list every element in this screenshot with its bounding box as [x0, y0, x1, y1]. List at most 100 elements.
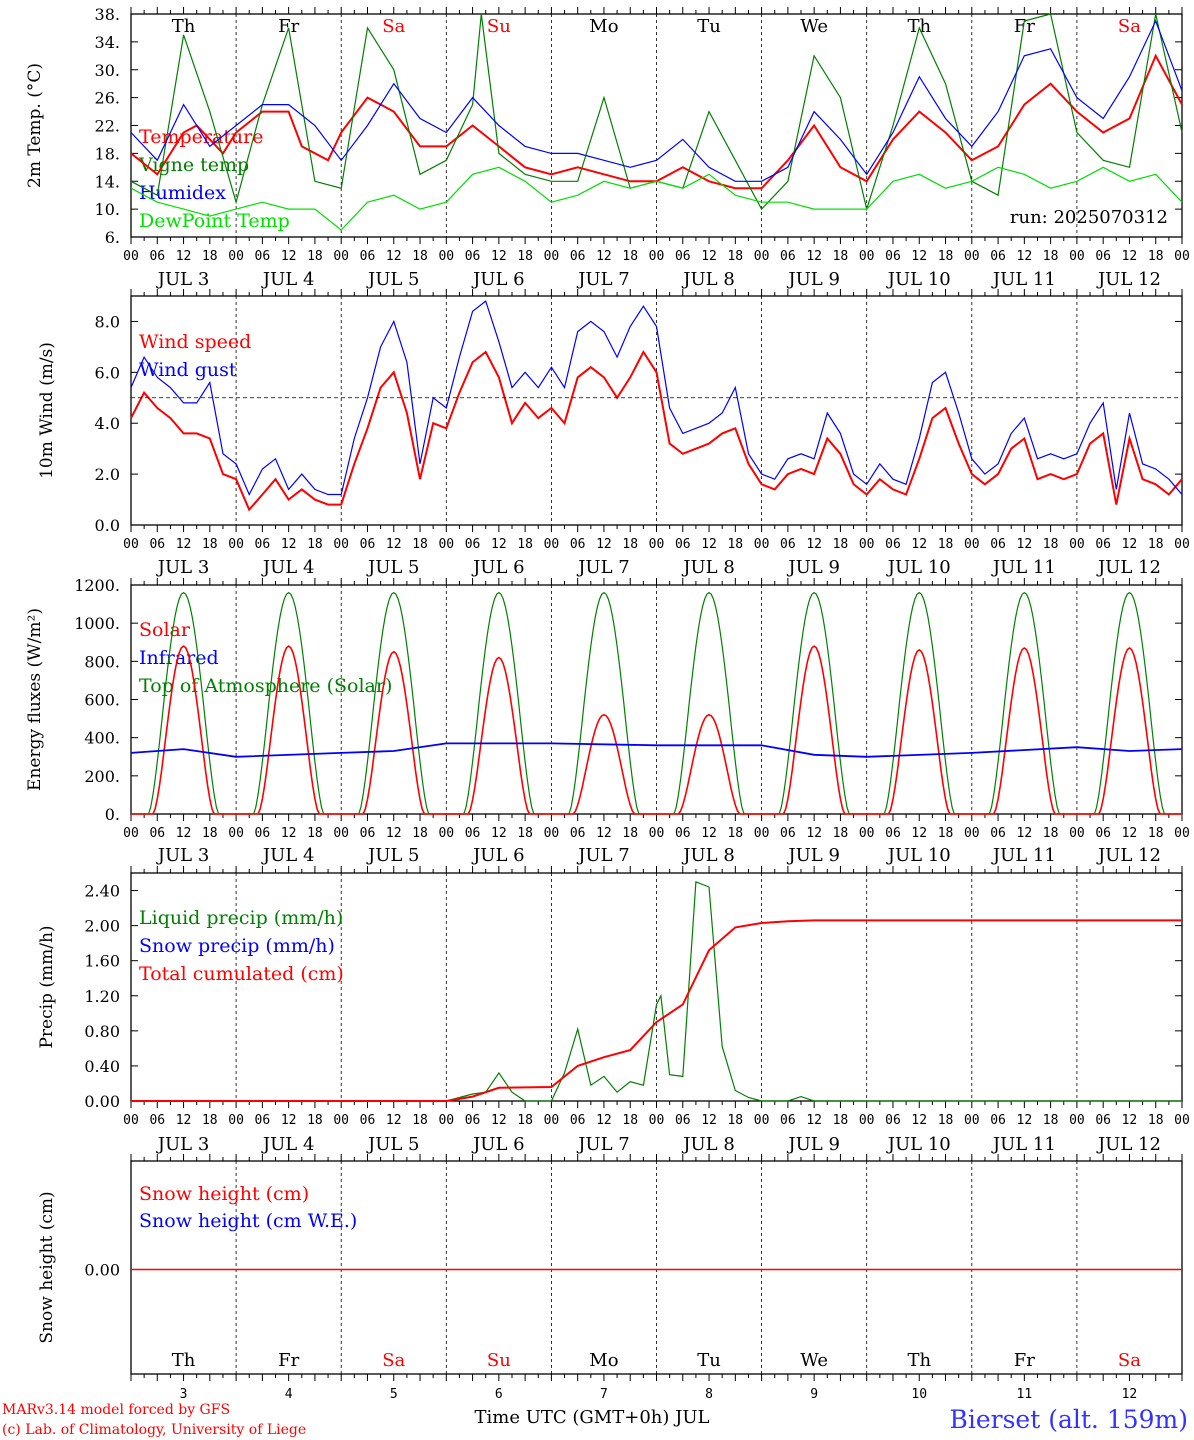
hour-tick-label: 12	[701, 826, 717, 841]
hour-tick-label: 18	[938, 537, 954, 552]
day-name-label: Mo	[589, 1350, 618, 1371]
hour-tick-label: 18	[517, 249, 533, 264]
legend-entry: Snow height (cm W.E.)	[139, 1210, 357, 1232]
hour-tick-label: 00	[859, 537, 875, 552]
hour-tick-label: 18	[727, 249, 743, 264]
date-label: JUL 8	[681, 557, 735, 578]
date-label: JUL 3	[156, 845, 210, 866]
day-name-label: Tu	[697, 16, 721, 37]
hour-tick-label: 06	[465, 826, 481, 841]
hour-tick-label: 12	[491, 537, 507, 552]
hour-tick-label: 12	[386, 826, 402, 841]
date-label: JUL 4	[261, 1134, 315, 1155]
date-label: JUL 11	[991, 1134, 1056, 1155]
hour-tick-label: 00	[228, 249, 244, 264]
y-tick-label: 6.	[105, 228, 120, 247]
hour-tick-label: 06	[1095, 1113, 1111, 1128]
hour-tick-label: 12	[596, 826, 612, 841]
day-name-label: Fr	[1014, 16, 1035, 37]
hour-tick-label: 18	[1043, 249, 1059, 264]
legend-entry: Snow height (cm)	[139, 1183, 309, 1205]
hour-tick-label: 18	[833, 826, 849, 841]
day-name-label: Sa	[382, 1350, 405, 1371]
hour-tick-label: 00	[754, 537, 770, 552]
hour-tick-label: 12	[386, 1113, 402, 1128]
hour-tick-label: 12	[176, 537, 192, 552]
hour-tick-label: 18	[622, 249, 638, 264]
series-wind-gust	[130, 300, 1183, 496]
hour-tick-label: 06	[675, 826, 691, 841]
legend-entry: Wind speed	[139, 331, 251, 353]
hour-tick-label: 18	[517, 826, 533, 841]
hour-tick-label: 18	[938, 826, 954, 841]
hour-tick-label: 12	[911, 826, 927, 841]
y-tick-label: 38.	[95, 5, 120, 24]
model-credit: MARv3.14 model forced by GFS	[2, 1402, 230, 1418]
day-number-label: 9	[810, 1387, 818, 1402]
date-label: JUL 6	[471, 557, 525, 578]
day-number-label: 4	[285, 1387, 293, 1402]
date-label: JUL 4	[261, 845, 315, 866]
hour-tick-label: 00	[333, 537, 349, 552]
hour-tick-label: 06	[360, 537, 376, 552]
hour-tick-label: 00	[544, 1113, 560, 1128]
date-label: JUL 3	[156, 269, 210, 290]
y-tick-label: 2.40	[84, 882, 120, 901]
date-label: JUL 5	[366, 269, 420, 290]
hour-tick-label: 18	[517, 537, 533, 552]
panel-energy: 0. 200. 400. 600. 800. 1000. 1200. Energy fluxe…	[25, 576, 1190, 866]
date-label: JUL 8	[681, 1134, 735, 1155]
hour-tick-label: 12	[176, 249, 192, 264]
date-label: JUL 9	[786, 557, 840, 578]
panels: 6.10.14.18.22.26.30.34.38.2m Temp. (°C)0…	[25, 5, 1190, 1402]
hour-tick-label: 12	[1122, 826, 1138, 841]
hour-tick-label: 00	[1174, 826, 1190, 841]
day-name-label: We	[800, 1350, 828, 1371]
hour-tick-label: 00	[649, 826, 665, 841]
date-label: JUL 12	[1096, 269, 1161, 290]
series-infrared	[130, 742, 1183, 758]
y-axis-label: Energy fluxes (W/m²)	[25, 608, 45, 791]
date-label: JUL 10	[886, 845, 951, 866]
date-label: JUL 9	[786, 269, 840, 290]
hour-tick-label: 18	[1148, 249, 1164, 264]
hour-tick-label: 18	[938, 1113, 954, 1128]
hour-tick-label: 06	[360, 1113, 376, 1128]
date-label: JUL 6	[471, 1134, 525, 1155]
y-axis-label: Precip (mm/h)	[37, 925, 57, 1048]
hour-tick-label: 00	[1174, 537, 1190, 552]
plot-frame	[130, 13, 1183, 238]
series-total-cumulated-cm-	[131, 919, 1182, 1102]
hour-tick-label: 06	[885, 826, 901, 841]
date-label: JUL 9	[786, 845, 840, 866]
legend-entry: DewPoint Temp	[139, 210, 290, 232]
hour-tick-label: 12	[1122, 537, 1138, 552]
hour-tick-label: 00	[544, 249, 560, 264]
hour-tick-label: 00	[859, 249, 875, 264]
hour-tick-label: 00	[964, 826, 980, 841]
hour-tick-label: 06	[780, 249, 796, 264]
day-name-label: Th	[172, 16, 196, 37]
hour-tick-label: 00	[649, 537, 665, 552]
hour-tick-label: 12	[491, 1113, 507, 1128]
hour-tick-label: 06	[885, 537, 901, 552]
y-tick-label: 1.20	[84, 987, 120, 1006]
date-label: JUL 5	[366, 557, 420, 578]
legend-entry: Top of Atmosphere (Solar)	[139, 675, 392, 697]
series-temperature	[130, 53, 1183, 190]
y-tick-label: 30.	[95, 61, 120, 80]
hour-tick-label: 18	[622, 826, 638, 841]
legend-entry: Wind gust	[139, 359, 237, 381]
hour-tick-label: 18	[938, 249, 954, 264]
date-label: JUL 12	[1096, 845, 1161, 866]
day-name-label: Th	[907, 16, 931, 37]
hour-tick-label: 00	[228, 537, 244, 552]
hour-tick-label: 18	[833, 249, 849, 264]
hour-tick-label: 00	[544, 537, 560, 552]
hour-tick-label: 06	[255, 826, 271, 841]
day-name-label: Mo	[589, 16, 618, 37]
y-tick-label: 2.0	[95, 465, 120, 484]
hour-tick-label: 12	[701, 1113, 717, 1128]
hour-tick-label: 12	[1017, 1113, 1033, 1128]
